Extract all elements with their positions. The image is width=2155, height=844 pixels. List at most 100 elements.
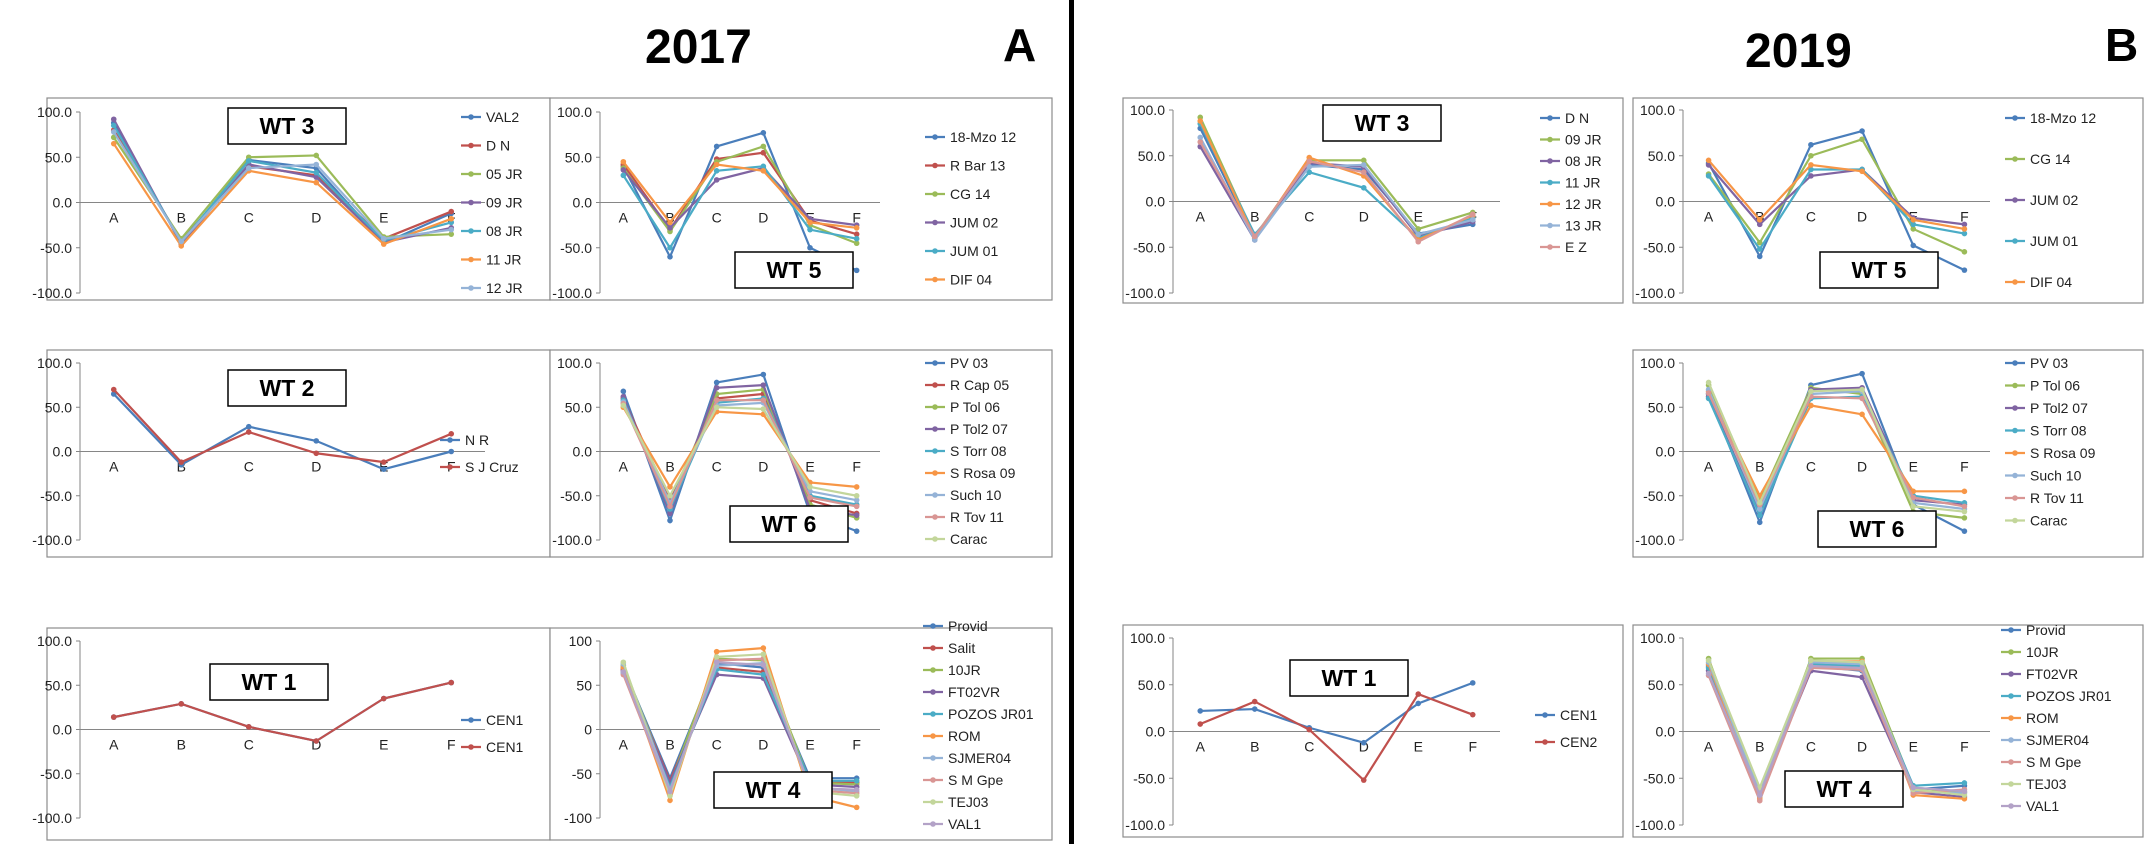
b-wt3-title: WT 3 [1355, 110, 1410, 136]
b-wt1-data-point [1251, 706, 1258, 712]
b-wt1-x-tick-label: F [1468, 739, 1477, 755]
a-wt5-legend-marker [932, 191, 938, 197]
a-wt6-series-line [622, 399, 857, 510]
a-wt5-data-point [713, 161, 720, 168]
a-wt4-data-point [667, 793, 673, 799]
a-wt4-legend-marker [930, 799, 936, 805]
a-wt4-legend-marker [930, 689, 936, 695]
b-wt3-data-point [1197, 139, 1204, 145]
b-wt5-legend-label: JUM 01 [2030, 233, 2078, 249]
b-wt1-series-line [1200, 681, 1474, 744]
b-wt6-data-point [1705, 390, 1712, 396]
b-wt3-legend-marker [1547, 179, 1553, 186]
panel-a-letter: A [1003, 19, 1037, 71]
b-wt4-legend-label: FT02VR [2026, 666, 2078, 682]
a-wt4-y-tick-label: -50 [572, 766, 592, 782]
a-wt4-legend-marker [930, 755, 936, 761]
b-wt5-legend-label: DIF 04 [2030, 274, 2072, 290]
a-wt4-x-tick-label: C [712, 737, 722, 753]
a-wt3-legend-marker [468, 142, 474, 149]
b-wt5-data-point [1961, 249, 1968, 255]
b-wt5-data-point [1961, 226, 1968, 232]
b-wt1-legend-marker [1542, 739, 1548, 745]
a-wt1-data-point [110, 714, 117, 720]
a-wt2-series-line [112, 393, 452, 471]
b-wt4-legend-marker [2008, 781, 2014, 787]
a-wt4-legend-marker [930, 667, 936, 673]
a-wt2-legend-marker [447, 464, 453, 470]
a-wt6-legend-label: R Cap 05 [950, 377, 1009, 393]
a-wt3-series-line [112, 131, 452, 244]
a-wt6-legend-marker [932, 404, 938, 410]
a-wt2-data-point [245, 429, 252, 435]
a-wt4-legend-label: VAL1 [948, 816, 981, 832]
a-wt6-legend-label: P Tol 06 [950, 399, 1000, 415]
a-wt4-data-point [620, 669, 627, 675]
b-wt4-legend-marker [2008, 627, 2014, 633]
a-wt4-title: WT 4 [746, 777, 801, 803]
a-wt3-data-point [448, 215, 455, 222]
b-wt3-legend-label: E Z [1565, 239, 1587, 255]
b-wt1-y-tick-label: 0.0 [1146, 724, 1166, 740]
b-wt6-legend-label: S Torr 08 [2030, 423, 2087, 439]
a-wt5-data-point [760, 168, 767, 174]
b-wt6-title-box [1817, 510, 1937, 548]
b-wt3-legend-marker [1547, 136, 1553, 143]
a-wt1-x-tick-label: E [379, 737, 388, 753]
b-wt6-y-tick-label: 100.0 [1640, 355, 1675, 371]
b-wt4-legend-marker [2008, 803, 2014, 809]
a-wt2-legend-label: N R [465, 432, 489, 448]
a-wt3-legend-marker [468, 171, 474, 177]
a-wt6-data-point [853, 484, 860, 490]
b-wt3-data-point [1306, 163, 1313, 170]
b-wt6-x-tick-label: F [1960, 459, 1969, 475]
b-wt3-y-tick-label: 50.0 [1138, 148, 1165, 164]
a-wt4-data-point [667, 788, 673, 795]
b-wt3-legend-label: D N [1565, 110, 1589, 126]
b-wt6-legend-marker [2012, 450, 2018, 456]
a-wt1-legend-label: CEN1 [486, 712, 524, 728]
b-wt4-data-point [1705, 657, 1712, 664]
b-wt5-series-line [1707, 129, 1965, 272]
b-wt6-legend-marker [2012, 495, 2018, 501]
panel-b-year: 2019 [1745, 25, 1852, 78]
a-wt2-x-tick-label: D [311, 459, 321, 475]
b-wt5-data-point [1808, 173, 1814, 179]
a-wt2-legend-label: S J Cruz [465, 459, 519, 475]
b-wt6-y-tick-label: 50.0 [1648, 399, 1675, 415]
b-wt4-legend-marker [2008, 649, 2014, 655]
b-wt6-series-line [1707, 382, 1965, 513]
b-wt5-y-tick-label: 100.0 [1640, 102, 1675, 118]
b-wt5-data-point [1961, 267, 1968, 273]
b-wt3-data-point [1306, 169, 1313, 176]
a-wt5-data-point [620, 158, 627, 165]
a-wt2-y-tick-label: -50.0 [40, 488, 72, 504]
b-wt1-data-point [1360, 739, 1367, 746]
a-wt4-legend-marker [930, 733, 936, 739]
b-wt4-data-point [1705, 670, 1712, 677]
a-wt1-x-tick-label: D [311, 737, 321, 753]
b-wt1-data-point [1415, 700, 1422, 707]
b-wt5-x-tick-label: D [1857, 209, 1867, 225]
b-wt5-y-tick-label: 0.0 [1656, 194, 1676, 210]
a-wt6-data-point [760, 382, 767, 388]
a-wt1-legend-marker [468, 744, 474, 750]
b-wt1-y-tick-label: 50.0 [1138, 677, 1165, 693]
b-wt4-legend-marker [2008, 737, 2014, 743]
a-wt3-data-point [313, 161, 320, 168]
a-wt4-y-tick-label: 100 [569, 633, 593, 649]
b-wt1-data-point [1469, 711, 1476, 718]
b-wt6-data-point [1859, 395, 1865, 402]
b-wt3-y-tick-label: 100.0 [1130, 102, 1165, 118]
a-wt5-legend-label: 18-Mzo 12 [950, 129, 1016, 145]
b-wt6-y-tick-label: 0.0 [1656, 444, 1676, 460]
b-wt4-data-point [1859, 659, 1865, 666]
b-wt4-chart: 100.0 50.0 0.0 -50.0 -100.0 A B C D E F WT 4 Provid 1… [1632, 622, 2144, 838]
a-wt5-x-tick-label: D [758, 210, 768, 226]
a-wt3-data-point [178, 243, 185, 249]
a-wt4-x-tick-label: E [805, 737, 814, 753]
b-wt4-y-tick-label: -100.0 [1635, 817, 1675, 833]
a-wt3-data-point [178, 238, 185, 245]
a-wt5-data-point [760, 143, 767, 150]
b-wt6-data-point [1756, 512, 1763, 519]
